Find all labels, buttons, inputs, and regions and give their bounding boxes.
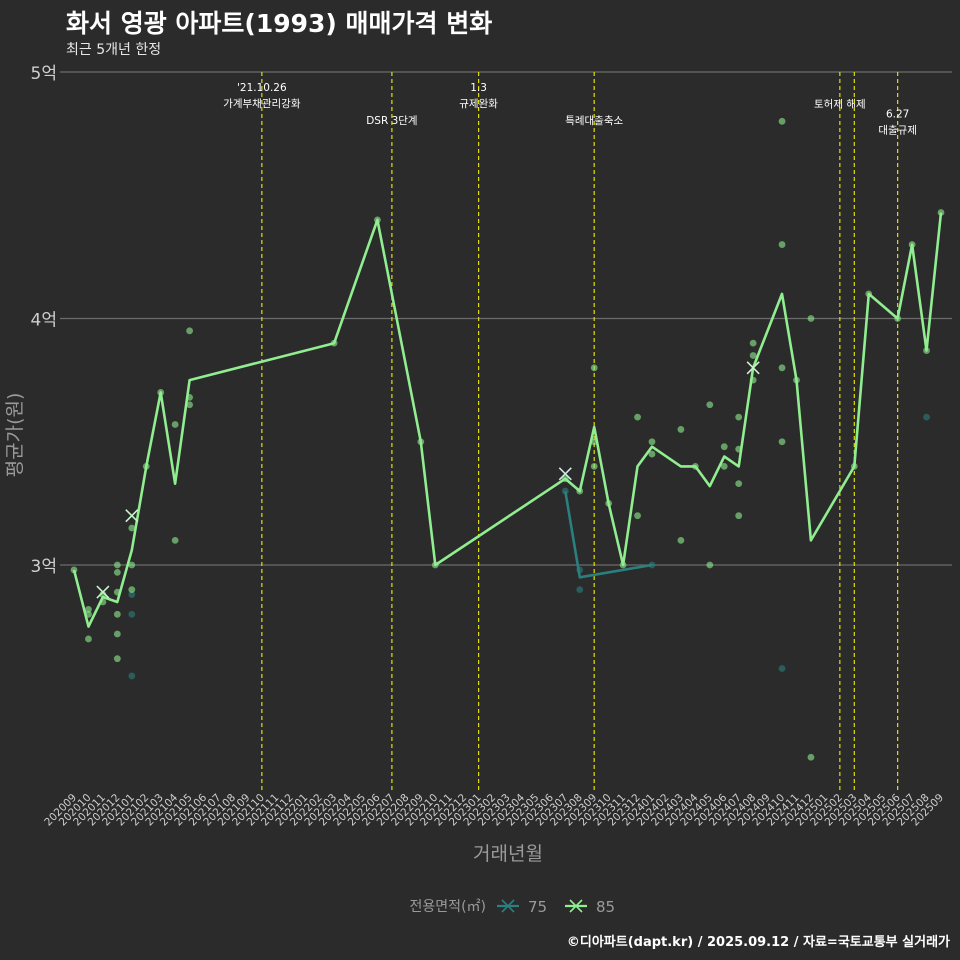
source-caption: ©디아파트(dapt.kr) / 2025.09.12 / 자료=국토교통부 실… <box>566 935 950 950</box>
point-85-49 <box>749 352 757 359</box>
event-label-202506-1: 대출규제 <box>878 124 917 136</box>
point-85-51 <box>778 438 786 446</box>
grid-lines <box>60 71 952 566</box>
point-85-7 <box>113 630 121 638</box>
series-lines <box>72 212 943 628</box>
event-label-202301-1: 규제완화 <box>459 97 498 110</box>
point-85-13 <box>128 561 136 569</box>
point-85-40 <box>706 561 714 569</box>
y-tick-labels: 3억 4억 5억 <box>31 64 57 577</box>
point-85-41 <box>706 401 714 409</box>
event-label-202110-1: 가계부채관리강화 <box>223 98 301 110</box>
point-85-47 <box>735 413 743 421</box>
point-85-21 <box>186 327 194 335</box>
y-tick-label-5: 5억 <box>31 64 57 84</box>
x-axis-label: 거래년월 <box>473 843 543 865</box>
event-label-202506-0: 6.27 <box>886 108 909 120</box>
chart-subtitle: 최근 5개년 한정 <box>66 42 162 58</box>
point-75-4 <box>576 586 584 594</box>
event-label-202309-0: 특례대출축소 <box>565 115 623 127</box>
transaction-points <box>70 117 945 761</box>
point-85-18 <box>171 421 179 428</box>
point-85-57 <box>807 753 815 761</box>
point-85-43 <box>720 443 728 451</box>
point-85-38 <box>677 426 685 433</box>
event-label-202110-0: '21.10.26 <box>237 82 287 94</box>
point-85-10 <box>113 568 121 576</box>
point-75-2 <box>128 672 136 680</box>
point-85-6 <box>113 655 121 663</box>
line-75 <box>564 490 653 579</box>
point-75-7 <box>778 665 786 672</box>
point-85-17 <box>171 536 179 544</box>
event-label-202502-0: 토허제 해제 <box>814 98 866 111</box>
point-85-44 <box>735 512 743 520</box>
legend-label-75: 75 <box>528 898 547 916</box>
point-85-45 <box>735 480 743 488</box>
point-75-1 <box>128 591 136 598</box>
point-85-14 <box>128 524 136 532</box>
chart-title: 화서 영광 아파트(1993) 매매가격 변화 <box>66 9 493 38</box>
marker-85-1 <box>125 509 139 523</box>
point-85-35 <box>648 450 656 458</box>
legend-label-85: 85 <box>596 898 615 916</box>
point-75-0 <box>128 610 136 618</box>
marker-75-0 <box>558 467 572 481</box>
point-85-42 <box>720 463 728 470</box>
line-85 <box>72 212 943 628</box>
point-85-53 <box>778 241 786 248</box>
point-85-56 <box>807 315 815 322</box>
point-85-12 <box>128 586 136 594</box>
point-75-8 <box>923 413 930 421</box>
y-tick-label-3: 3억 <box>31 557 57 577</box>
event-label-202301-0: 1.3 <box>470 82 487 94</box>
point-85-36 <box>648 438 656 446</box>
point-75-3 <box>561 487 569 495</box>
legend-marker-75 <box>501 899 515 913</box>
legend-marker-85 <box>569 899 583 913</box>
legend: 전용면적(㎡) 75 85 <box>410 898 616 916</box>
point-85-50 <box>749 339 757 347</box>
point-85-37 <box>677 536 685 544</box>
point-85-33 <box>634 512 641 520</box>
point-85-54 <box>778 117 786 125</box>
point-85-30 <box>590 364 598 372</box>
marker-85-0 <box>96 585 110 599</box>
point-85-11 <box>113 561 121 569</box>
point-85-34 <box>634 413 641 421</box>
legend-title: 전용면적(㎡) <box>410 899 486 915</box>
point-85-52 <box>778 364 786 372</box>
series-markers <box>96 361 760 599</box>
x-tick-labels: 2020092020102020112020122021012021022021… <box>42 791 946 828</box>
point-85-1 <box>85 635 92 643</box>
point-85-28 <box>590 463 598 470</box>
point-85-3 <box>85 605 92 613</box>
marker-85-2 <box>746 361 760 375</box>
point-85-8 <box>113 610 121 618</box>
point-85-19 <box>186 401 194 409</box>
y-axis-label: 평균가(원) <box>4 393 26 478</box>
event-label-202207-0: DSR 3단계 <box>366 115 417 127</box>
y-tick-label-4: 4억 <box>31 311 57 331</box>
